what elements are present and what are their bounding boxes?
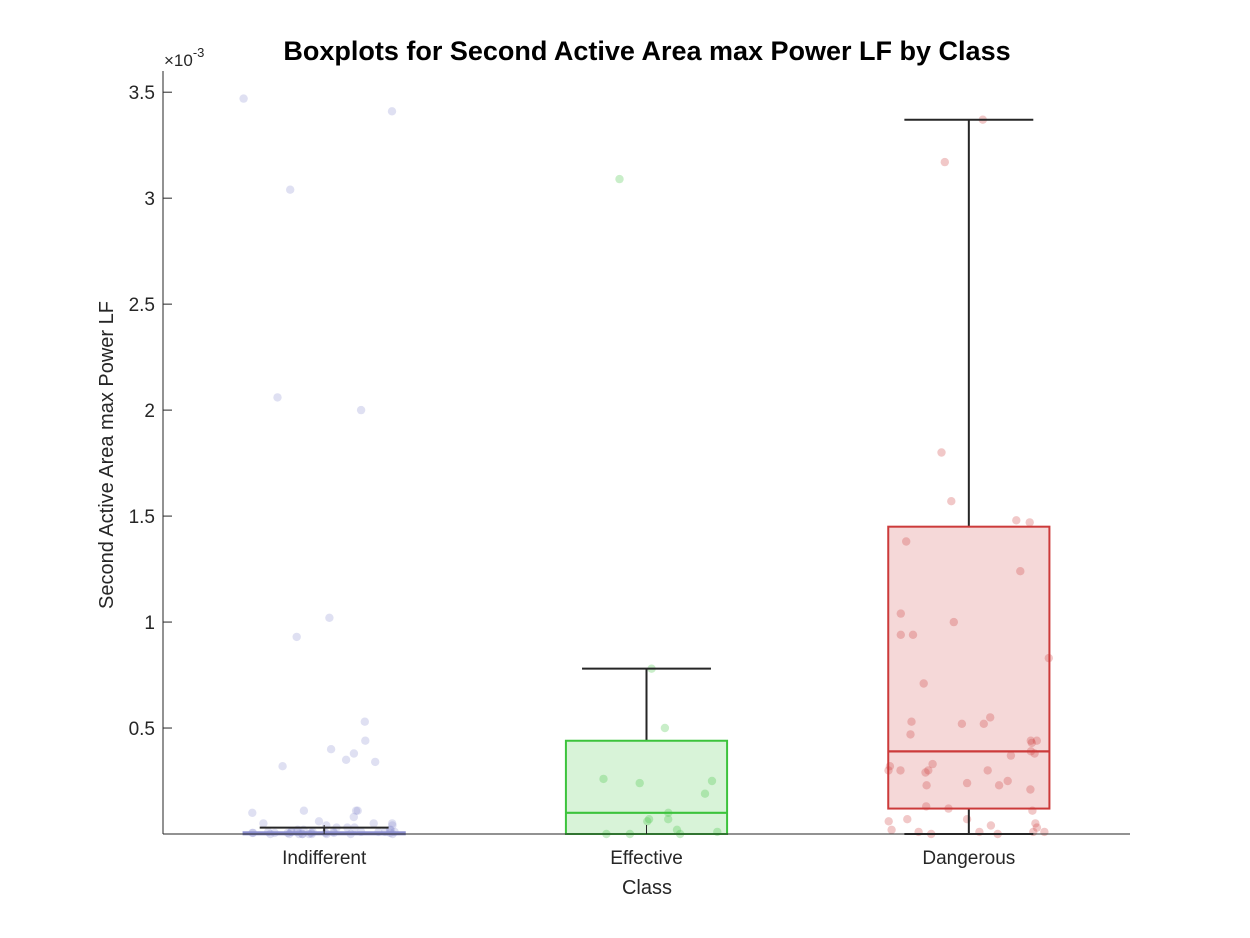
data-point [326,745,336,754]
boxes [242,118,1051,836]
data-point [371,757,380,767]
data-point [349,749,359,758]
y-tick-label: 0.5 [129,719,155,740]
data-point [962,778,972,788]
data-point [361,736,370,745]
data-point [937,448,946,457]
data-point [292,632,301,642]
data-point [299,806,309,815]
y-tick-label: 3 [144,189,155,210]
data-point [957,719,967,728]
data-point [1025,518,1034,527]
x-tick-label: Effective [610,848,683,869]
data-point [360,717,369,726]
data-point [1040,827,1049,837]
data-point [672,825,682,834]
y-axis-multiplier: ×10-3 [164,45,204,70]
data-point [278,762,287,771]
box-effective [564,739,729,835]
data-point [896,609,905,618]
data-point [1006,751,1016,760]
data-point [1032,823,1042,832]
data-point [884,817,893,826]
data-point [947,497,956,506]
x-tick-label: Dangerous [922,848,1015,869]
y-tick-label: 1.5 [129,507,155,528]
data-point [887,825,896,834]
y-tick-label: 2 [144,401,155,422]
data-point [1026,785,1035,794]
data-point [919,679,928,688]
box-dangerous [887,525,1051,810]
data-point [903,815,912,824]
data-point [356,405,366,415]
data-point [928,759,937,769]
data-point [664,815,673,824]
data-point [1027,738,1037,748]
data-point [1031,819,1040,828]
data-point [351,806,361,815]
data-point [983,766,992,775]
data-point [924,766,933,775]
data-point [940,157,949,167]
y-tick-label: 3.5 [129,83,155,104]
y-tick-label: 2.5 [129,295,155,316]
data-point [660,723,670,733]
data-point [388,821,397,830]
data-point [353,806,362,815]
data-point [902,537,911,546]
data-point [962,815,972,824]
data-point [314,817,324,826]
x-tick-label: Indifferent [282,848,367,869]
data-point [387,107,397,116]
data-point [908,630,918,639]
data-point [635,778,644,788]
data-point [1032,736,1042,745]
data-point [259,819,268,828]
data-point [644,815,654,824]
data-point [1012,516,1021,525]
axes: 0.5 1 1.5 2 2.5 3 3.5 Indifferent Effective Dange… [129,71,1130,869]
data-point [325,613,334,622]
data-point [896,766,905,775]
y-multiplier-base: ×10 [164,51,193,70]
data-point [907,717,916,726]
data-point [1016,567,1025,576]
data-point [388,819,397,828]
data-point [700,789,710,798]
data-point [615,174,624,184]
data-point [707,776,717,786]
data-point [921,768,930,777]
data-point [949,617,958,627]
data-point [922,781,931,790]
data-point [1026,736,1036,745]
data-point [994,781,1004,790]
data-point [273,393,282,402]
data-points [239,94,1054,839]
data-point [986,821,996,830]
data-point [979,719,988,728]
data-point [341,755,351,764]
data-point [986,713,995,722]
data-point [1003,776,1012,786]
y-tick-label: 1 [144,613,155,634]
data-point [239,94,248,103]
y-multiplier-exponent: -3 [193,45,205,60]
data-point [248,808,257,817]
data-point [906,730,915,739]
y-axis-label: Second Active Area max Power LF [96,301,118,609]
data-point [896,630,905,639]
chart-title: Boxplots for Second Active Area max Powe… [283,36,1010,66]
data-point [643,817,652,826]
data-point [369,819,378,828]
x-axis-label: Class [622,877,672,899]
data-point [599,774,608,784]
svg-text:×10-3: ×10-3 [164,45,204,70]
data-point [349,812,358,822]
data-point [286,185,295,194]
